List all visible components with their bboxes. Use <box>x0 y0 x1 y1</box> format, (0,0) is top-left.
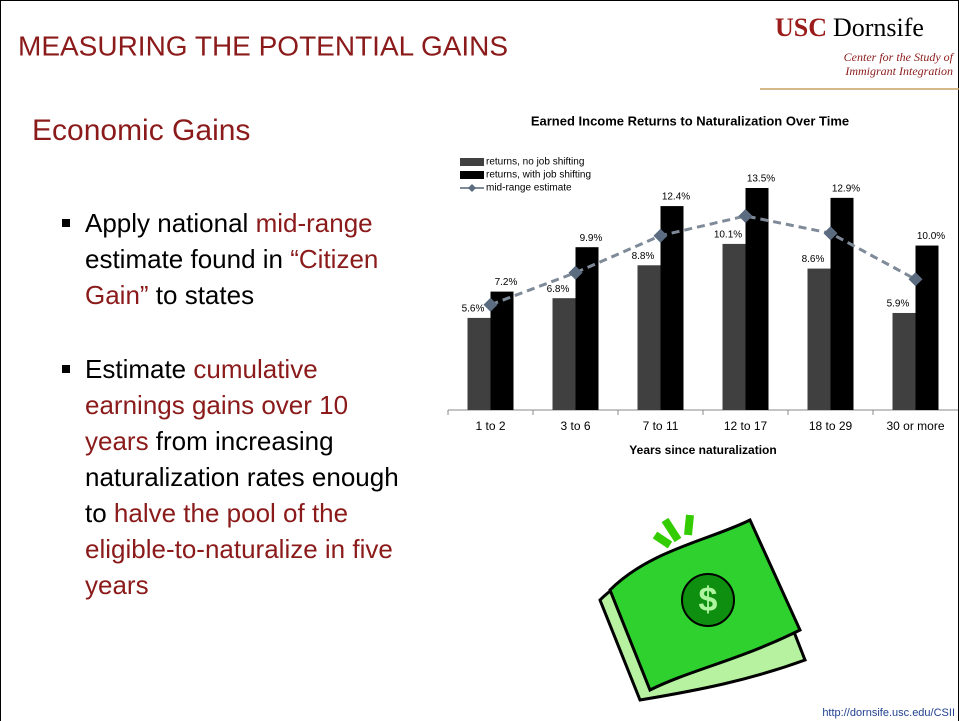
bar <box>722 243 746 410</box>
bullet-text: halve the pool of the eligible-to-natura… <box>85 498 393 600</box>
footer-url: http://dornsife.usc.edu/CSII <box>822 707 955 719</box>
bullet-text: estimate found in <box>85 244 291 274</box>
x-axis-label: Years since naturalization <box>629 443 776 457</box>
legend-swatch <box>460 158 484 166</box>
value-label: 9.9% <box>580 233 603 244</box>
bar <box>745 188 769 410</box>
value-label: 10.1% <box>714 230 742 241</box>
bar <box>575 247 599 410</box>
x-tick-label: 12 to 17 <box>724 419 768 433</box>
x-tick-label: 30 or more <box>886 419 944 433</box>
marker <box>568 265 583 280</box>
legend-label: returns, with job shifting <box>486 170 591 181</box>
section-subtitle: Economic Gains <box>32 114 250 147</box>
bar <box>467 317 491 410</box>
bullet-text: to states <box>148 280 255 310</box>
marker <box>908 272 923 287</box>
x-tick-label: 18 to 29 <box>809 419 853 433</box>
bullet-text: from increasing naturalization rates eno… <box>85 426 399 528</box>
legend-swatch <box>460 171 484 179</box>
logo-usc: USC <box>775 13 827 42</box>
marker <box>738 208 753 223</box>
logo-sub: Immigrant Integration <box>844 64 953 78</box>
sparkle <box>652 514 694 549</box>
value-label: 12.4% <box>662 192 690 203</box>
marker <box>483 297 498 312</box>
bar <box>807 268 831 410</box>
legend-swatch <box>468 184 476 192</box>
marker <box>823 226 838 241</box>
marker <box>653 228 668 243</box>
value-label: 7.2% <box>495 277 518 288</box>
logo-name: Dornsife <box>833 13 924 42</box>
value-label: 10.0% <box>917 231 945 242</box>
bullet-text: mid-range <box>255 208 373 238</box>
legend-label: returns, no job shifting <box>486 157 584 168</box>
legend-label: mid-range estimate <box>486 183 572 194</box>
value-label: 13.5% <box>747 174 775 185</box>
value-label: 12.9% <box>832 184 860 195</box>
value-label: 5.6% <box>462 304 485 315</box>
line <box>489 214 917 307</box>
money-clipart: $ <box>598 514 807 702</box>
x-tick-label: 7 to 11 <box>643 419 679 433</box>
bullet-text: Estimate <box>85 354 194 384</box>
value-label: 6.8% <box>547 284 570 295</box>
value-label: 8.6% <box>802 254 825 265</box>
chart-title: Earned Income Returns to Naturalization … <box>531 113 849 128</box>
bullet-text: “Citizen Gain” <box>85 244 379 310</box>
bullet: Estimate cumulative earnings gains over … <box>60 351 405 603</box>
bar <box>637 265 661 410</box>
bullet-text: cumulative earnings gains over 10 years <box>85 354 349 456</box>
bullet-text: Apply national <box>85 208 256 238</box>
value-label: 8.8% <box>632 251 655 262</box>
value-label: 5.9% <box>887 299 910 310</box>
bill-seal <box>681 573 735 627</box>
bar <box>490 291 514 410</box>
bar <box>892 312 916 410</box>
bullet: Apply national mid-range estimate found … <box>60 205 405 313</box>
slide-title: MEASURING THE POTENTIAL GAINS <box>18 30 508 61</box>
bar <box>660 206 684 410</box>
bar <box>915 245 939 410</box>
bar <box>552 298 576 410</box>
bar <box>830 197 854 410</box>
dollar-sign: $ <box>699 581 718 619</box>
x-tick-label: 3 to 6 <box>560 419 590 433</box>
x-tick-label: 1 to 2 <box>475 419 505 433</box>
bullet-list: Apply national mid-range estimate found … <box>60 205 405 641</box>
logo-sub: Center for the Study of <box>844 50 955 64</box>
